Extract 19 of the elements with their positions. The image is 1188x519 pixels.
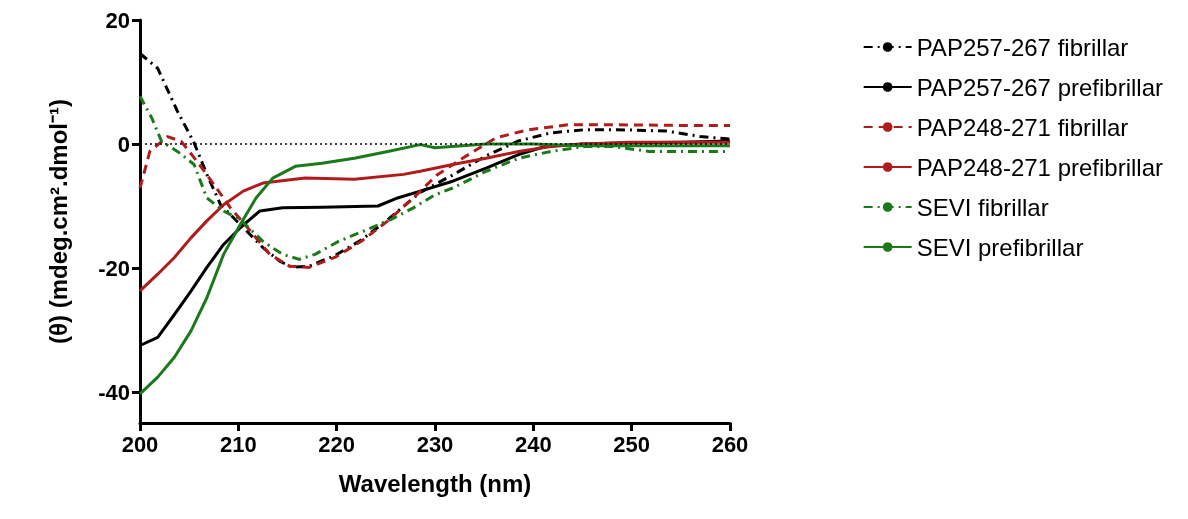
x-tick-label: 240	[514, 431, 552, 457]
legend-label: SEVI fibrillar	[916, 193, 1049, 221]
legend-label: PAP257-267 fibrillar	[916, 33, 1129, 61]
y-tick-label: -20	[98, 255, 130, 281]
x-axis-title: Wavelength (nm)	[338, 469, 532, 497]
x-tick-label: 210	[219, 431, 257, 457]
y-axis-title: (θ) (mdeg.cm².dmol⁻¹)	[44, 99, 72, 344]
legend-label: PAP248-271 prefibrillar	[916, 153, 1164, 181]
x-tick-label: 260	[711, 431, 749, 457]
y-tick-label: 0	[117, 131, 130, 157]
y-tick-label: 20	[105, 7, 130, 33]
legend-label: SEVI prefibrillar	[916, 233, 1084, 261]
x-tick-label: 200	[121, 431, 159, 457]
x-tick-label: 250	[613, 431, 651, 457]
legend-label: PAP257-267 prefibrillar	[916, 73, 1164, 101]
x-tick-label: 230	[416, 431, 454, 457]
x-tick-label: 220	[318, 431, 356, 457]
y-tick-label: -40	[98, 379, 130, 405]
legend-label: PAP248-271 fibrillar	[916, 113, 1129, 141]
